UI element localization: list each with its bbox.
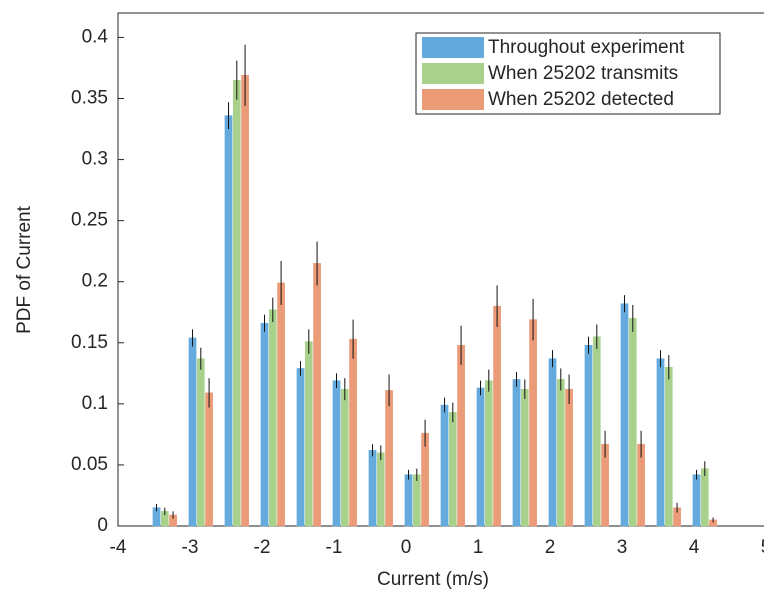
bar xyxy=(656,358,665,527)
legend-label: When 25202 detected xyxy=(488,89,674,110)
y-tick-label: 0.25 xyxy=(71,210,108,231)
x-tick-label: 5 xyxy=(761,537,764,558)
bar xyxy=(476,387,485,527)
bar xyxy=(349,338,357,527)
x-tick-label: 4 xyxy=(689,537,700,558)
bar xyxy=(376,452,385,527)
bar xyxy=(529,319,537,527)
x-tick-label: 2 xyxy=(545,537,556,558)
bar xyxy=(260,322,269,527)
legend-swatch xyxy=(422,37,484,58)
bar xyxy=(368,450,377,527)
y-axis-label: PDF of Current xyxy=(14,205,35,333)
bar xyxy=(196,358,205,527)
bar xyxy=(457,344,465,527)
bar xyxy=(296,368,305,527)
bar xyxy=(412,474,421,527)
bar xyxy=(664,366,673,527)
bar xyxy=(404,474,413,527)
bar xyxy=(232,79,241,527)
y-tick-label: 0.2 xyxy=(82,271,108,292)
bar xyxy=(241,75,249,527)
y-tick-label: 0.35 xyxy=(71,88,108,109)
x-axis-label: Current (m/s) xyxy=(377,569,489,590)
bar xyxy=(512,379,521,527)
legend-swatch xyxy=(422,63,484,84)
bar xyxy=(520,388,529,527)
bar xyxy=(565,388,573,527)
bar xyxy=(628,318,637,527)
bar xyxy=(692,474,701,527)
bar xyxy=(205,392,213,527)
x-tick-label: 0 xyxy=(401,537,412,558)
bar xyxy=(385,390,393,527)
bar xyxy=(268,309,277,527)
bar xyxy=(584,344,593,527)
bar xyxy=(224,115,233,527)
legend-swatch xyxy=(422,89,484,110)
x-tick-label: 3 xyxy=(617,537,628,558)
bar xyxy=(493,305,501,527)
x-tick-label: -1 xyxy=(326,537,343,558)
x-tick-label: -3 xyxy=(182,537,199,558)
bar xyxy=(620,303,629,527)
x-tick-label: -4 xyxy=(110,537,127,558)
y-tick-label: 0.3 xyxy=(82,149,108,170)
bar xyxy=(421,432,429,527)
y-tick-label: 0.4 xyxy=(82,26,109,47)
y-tick-label: 0.05 xyxy=(71,454,108,475)
bar xyxy=(448,412,457,527)
bar xyxy=(340,388,349,527)
bar xyxy=(188,337,197,527)
bar xyxy=(484,380,493,527)
legend-label: When 25202 transmits xyxy=(488,63,678,84)
bar xyxy=(592,336,601,527)
y-tick-label: 0.1 xyxy=(82,393,108,414)
bar xyxy=(332,380,341,527)
bar xyxy=(304,341,313,527)
bar xyxy=(548,358,557,527)
bar xyxy=(700,468,709,527)
x-tick-label: 1 xyxy=(473,537,484,558)
bar xyxy=(440,404,449,527)
bar xyxy=(277,282,285,527)
x-tick-label: -2 xyxy=(254,537,271,558)
legend-label: Throughout experiment xyxy=(488,37,685,58)
y-tick-label: 0 xyxy=(97,515,108,536)
bar xyxy=(313,263,321,527)
bar xyxy=(556,379,565,527)
y-tick-label: 0.15 xyxy=(71,332,108,353)
